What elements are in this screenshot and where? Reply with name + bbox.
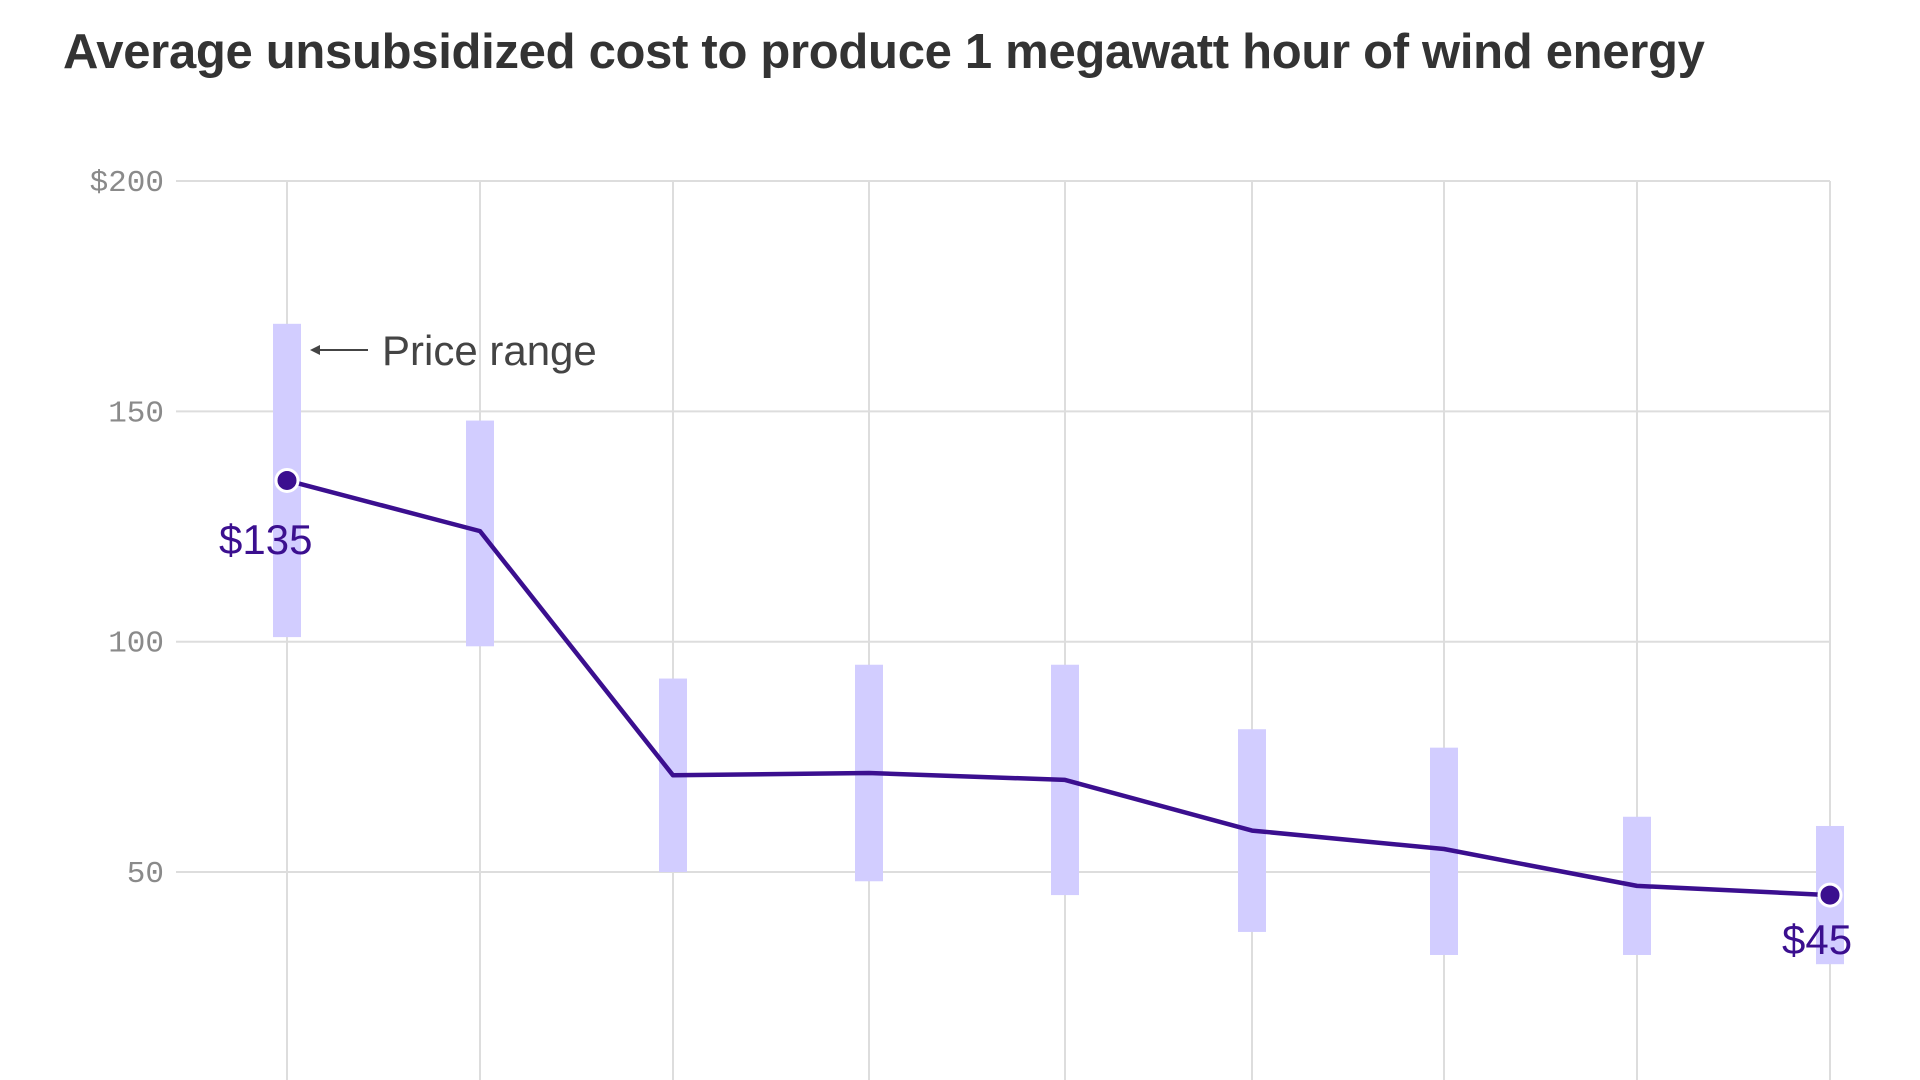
data-point xyxy=(1817,882,1843,908)
price-range-annotation: Price range xyxy=(382,327,597,374)
last-value-label: $45 xyxy=(1782,916,1852,963)
chart-title: Average unsubsidized cost to produce 1 m… xyxy=(63,25,1705,79)
first-value-label: $135 xyxy=(219,516,312,563)
y-tick-label: 50 xyxy=(127,857,164,892)
average-cost-line xyxy=(286,478,1831,898)
y-tick-label: 100 xyxy=(108,627,164,662)
data-point xyxy=(274,467,300,493)
annotation-arrow-head-icon xyxy=(310,345,320,355)
y-tick-label: $200 xyxy=(90,166,164,201)
y-tick-label: 150 xyxy=(108,396,164,431)
